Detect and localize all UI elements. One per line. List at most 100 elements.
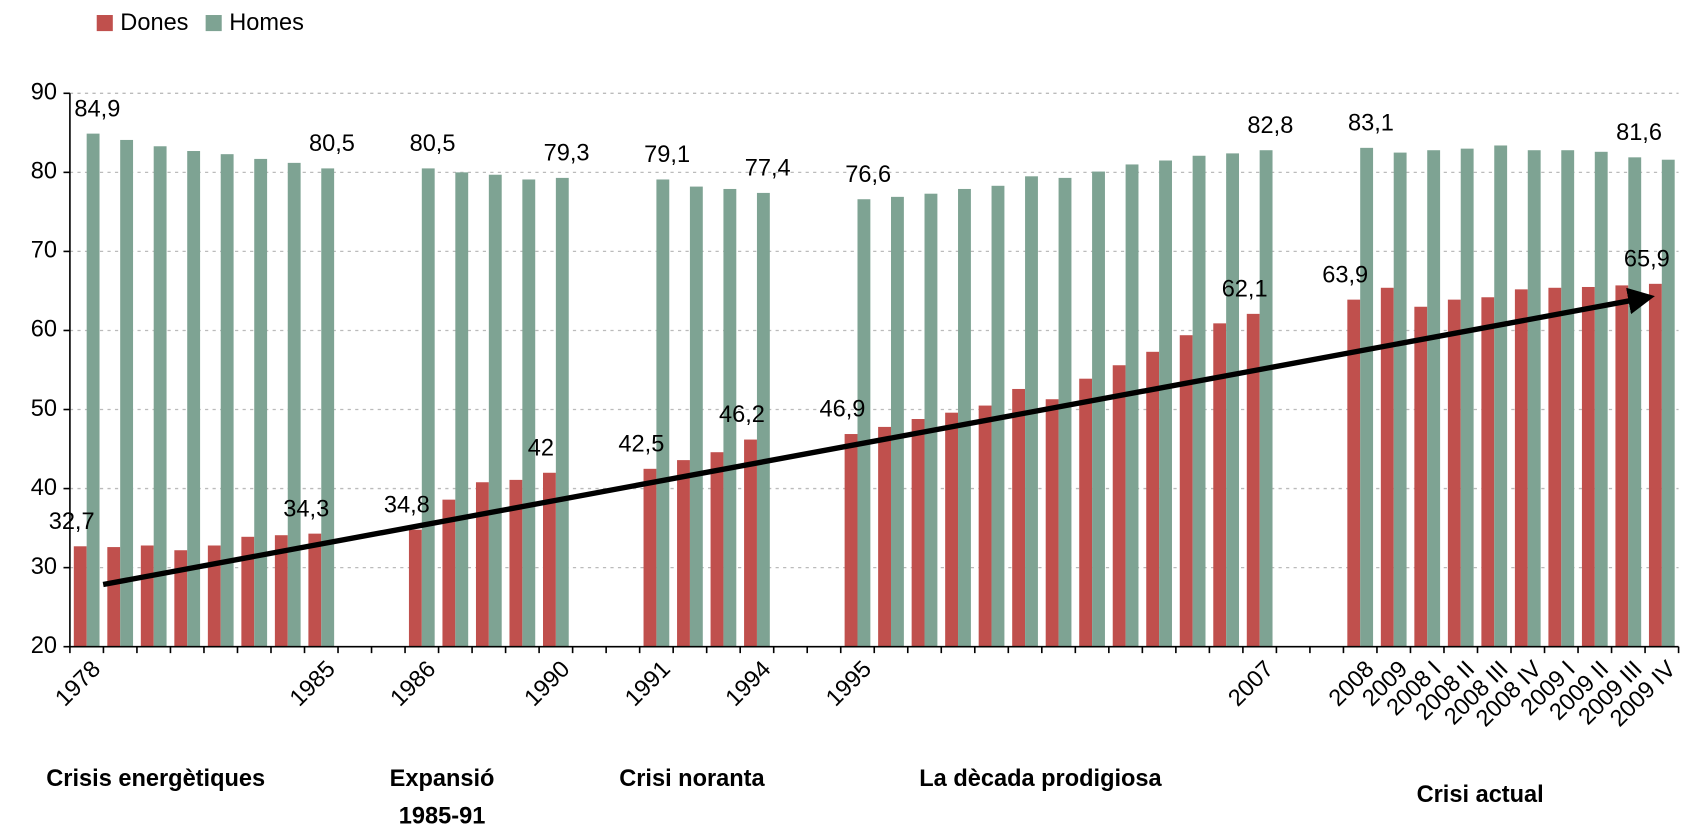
bar bbox=[945, 412, 959, 647]
data-label: 42 bbox=[528, 434, 554, 460]
bar bbox=[1628, 157, 1642, 647]
data-label: 34,3 bbox=[283, 495, 329, 521]
bar bbox=[107, 547, 121, 647]
bar bbox=[1460, 148, 1474, 647]
bar bbox=[408, 529, 422, 647]
bar bbox=[442, 499, 456, 647]
bar bbox=[509, 479, 523, 647]
bar bbox=[1058, 177, 1072, 647]
y-tick-label: 40 bbox=[31, 474, 57, 500]
bar bbox=[207, 545, 221, 647]
period-label: La dècada prodigiosa bbox=[919, 765, 1162, 791]
legend-label: Homes bbox=[229, 9, 304, 35]
bar bbox=[744, 439, 757, 647]
bar bbox=[522, 179, 536, 647]
bar bbox=[1393, 152, 1407, 647]
data-label: 79,3 bbox=[544, 140, 590, 166]
bar bbox=[878, 426, 892, 647]
bar bbox=[321, 168, 335, 647]
x-tick-label: 2007 bbox=[1223, 656, 1278, 711]
data-label: 77,4 bbox=[745, 155, 791, 181]
bar bbox=[1360, 147, 1374, 647]
data-label: 63,9 bbox=[1322, 261, 1368, 287]
x-tick-label: 1985 bbox=[284, 656, 339, 711]
bar bbox=[120, 139, 134, 647]
bar bbox=[1561, 150, 1575, 647]
y-tick-label: 80 bbox=[31, 158, 57, 184]
legend-swatch bbox=[96, 15, 113, 32]
bar bbox=[1414, 306, 1428, 647]
data-label: 81,6 bbox=[1616, 119, 1662, 145]
bar bbox=[174, 550, 188, 647]
bar bbox=[911, 419, 925, 647]
bar bbox=[924, 193, 938, 647]
bar bbox=[844, 434, 858, 647]
data-label: 79,1 bbox=[644, 141, 690, 167]
bar bbox=[1648, 283, 1662, 647]
period-label: Crisi noranta bbox=[619, 765, 765, 791]
legend-label: Dones bbox=[120, 9, 188, 35]
bar bbox=[1192, 155, 1206, 647]
bar bbox=[689, 186, 703, 647]
x-tick-label: 1994 bbox=[720, 656, 775, 711]
bar bbox=[1179, 335, 1193, 647]
data-label: 76,6 bbox=[845, 161, 891, 187]
bar bbox=[455, 172, 469, 647]
data-label: 34,8 bbox=[384, 491, 430, 517]
x-tick-label: 1986 bbox=[385, 656, 440, 711]
bar bbox=[1447, 299, 1461, 647]
period-label: Crisi actual bbox=[1417, 781, 1544, 807]
y-tick-label: 50 bbox=[31, 395, 57, 421]
bar bbox=[1494, 145, 1508, 647]
y-tick-label: 20 bbox=[31, 632, 57, 658]
data-label: 32,7 bbox=[49, 508, 95, 534]
data-label: 42,5 bbox=[618, 430, 664, 456]
bar bbox=[1159, 160, 1172, 647]
bar bbox=[274, 535, 288, 647]
bar bbox=[1615, 285, 1629, 647]
bar bbox=[254, 158, 268, 647]
data-label: 46,2 bbox=[719, 401, 765, 427]
bar bbox=[1246, 313, 1260, 647]
bar bbox=[542, 472, 556, 647]
data-label: 83,1 bbox=[1348, 109, 1394, 135]
period-label: Crisis energètiques bbox=[46, 765, 265, 791]
bar bbox=[756, 192, 770, 647]
x-tick-label: 1991 bbox=[620, 656, 675, 711]
bar bbox=[488, 174, 502, 647]
period-label: 1985-91 bbox=[399, 802, 486, 828]
bar bbox=[1661, 159, 1675, 647]
bar bbox=[1427, 150, 1441, 647]
period-label: Expansió bbox=[390, 765, 495, 791]
bar bbox=[1347, 299, 1361, 647]
data-label: 80,5 bbox=[309, 130, 355, 156]
bar bbox=[710, 452, 724, 647]
trend-arrow bbox=[102, 287, 1655, 588]
bar bbox=[656, 179, 670, 647]
data-label: 84,9 bbox=[74, 95, 120, 121]
legend-swatch bbox=[205, 15, 222, 32]
bar bbox=[475, 482, 489, 647]
bar bbox=[1213, 323, 1227, 647]
bar bbox=[1581, 286, 1595, 647]
bar bbox=[287, 162, 301, 647]
bar bbox=[1112, 365, 1126, 647]
data-label: 46,9 bbox=[820, 396, 866, 422]
bar bbox=[421, 168, 435, 647]
data-label: 80,5 bbox=[410, 130, 456, 156]
bar bbox=[555, 177, 569, 647]
bar bbox=[187, 151, 201, 647]
bar bbox=[857, 199, 871, 647]
bar bbox=[1527, 150, 1541, 647]
bar bbox=[1259, 150, 1273, 647]
bar bbox=[1045, 399, 1059, 647]
bar bbox=[1594, 151, 1608, 647]
bar bbox=[978, 405, 992, 647]
data-label: 65,9 bbox=[1624, 245, 1670, 271]
bar bbox=[1481, 297, 1495, 647]
bar bbox=[73, 546, 87, 647]
bar bbox=[1226, 153, 1240, 647]
x-tick-label: 1995 bbox=[821, 656, 876, 711]
bar bbox=[1548, 287, 1562, 647]
